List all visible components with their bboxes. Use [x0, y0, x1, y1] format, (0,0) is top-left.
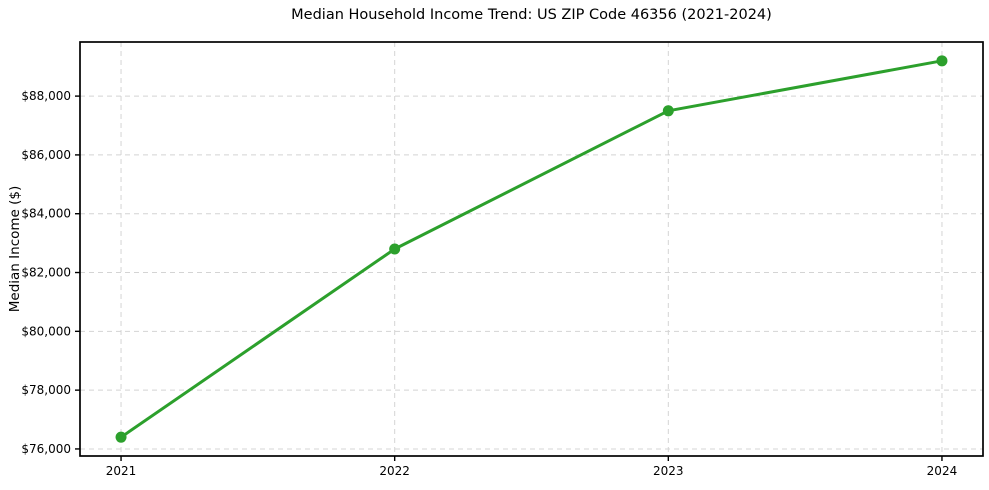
x-tick-label: 2021: [106, 464, 137, 478]
y-tick-label: $84,000: [21, 207, 71, 221]
data-point-marker: [389, 243, 401, 255]
plot-border: [79, 41, 984, 457]
y-tick-label: $78,000: [21, 383, 71, 397]
x-tick-label: 2024: [927, 464, 958, 478]
data-point-marker: [936, 55, 948, 67]
data-point-marker: [115, 431, 127, 443]
x-tick-label: 2022: [379, 464, 410, 478]
y-tick-label: $86,000: [21, 148, 71, 162]
chart-title: Median Household Income Trend: US ZIP Co…: [291, 7, 772, 23]
y-tick-label: $80,000: [21, 324, 71, 338]
y-tick-label: $82,000: [21, 266, 71, 280]
data-line: [119, 59, 944, 439]
data-point-marker: [662, 105, 674, 117]
x-tick-label: 2023: [653, 464, 684, 478]
y-tick-label: $76,000: [21, 442, 71, 456]
y-tick-label: $88,000: [21, 89, 71, 103]
